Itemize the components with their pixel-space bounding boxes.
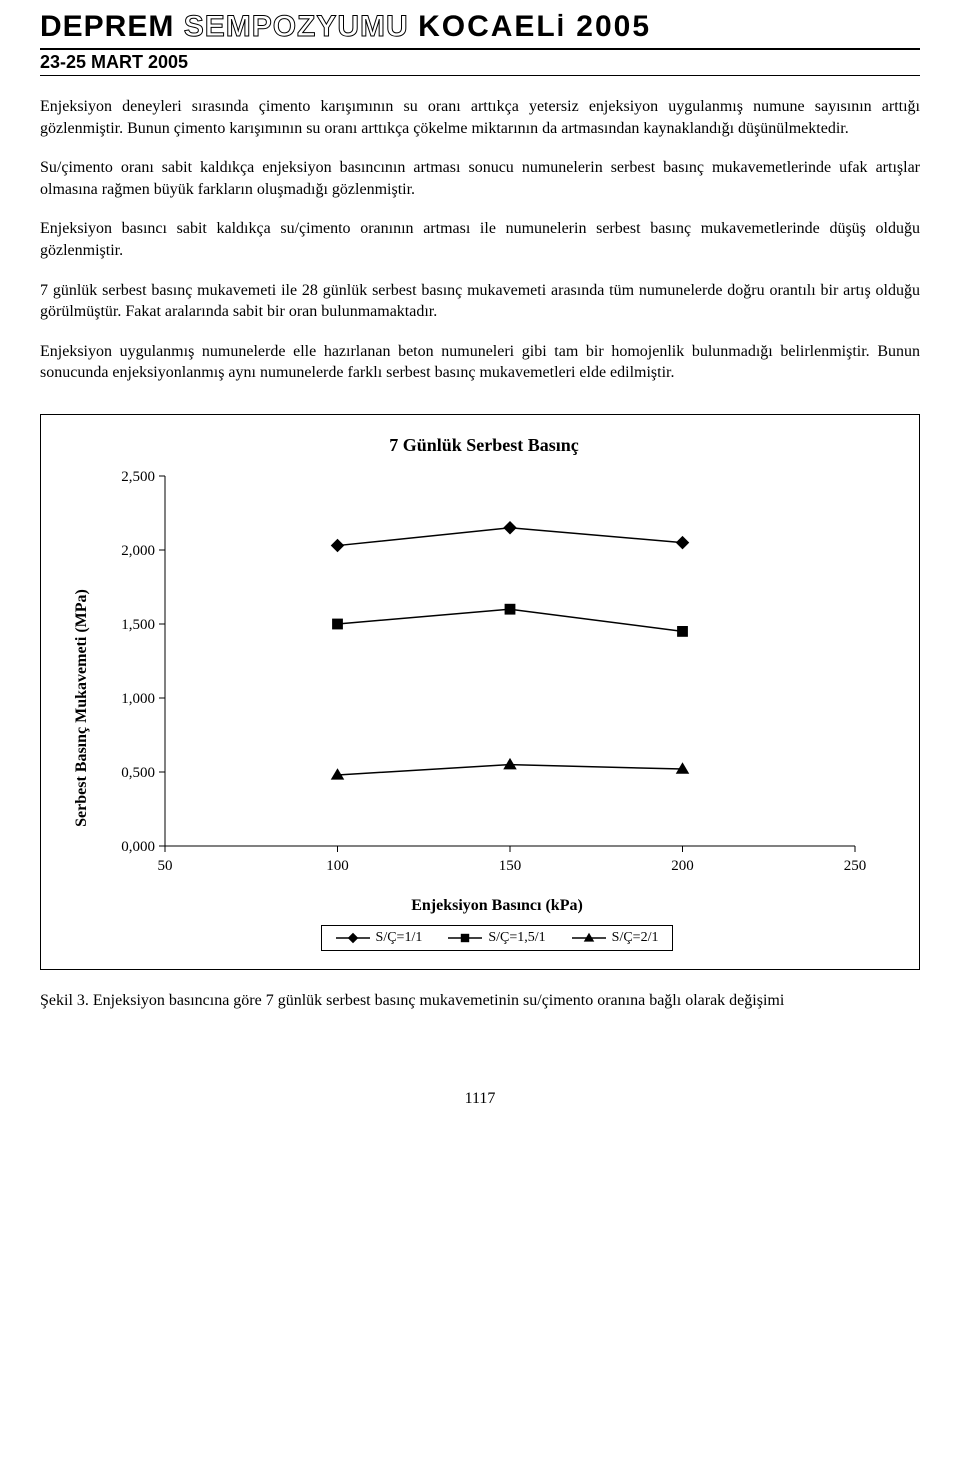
chart-legend: S/Ç=1/1 S/Ç=1,5/1 S/Ç=2/1 <box>95 925 899 951</box>
legend-item: S/Ç=2/1 <box>572 930 659 946</box>
svg-text:0,500: 0,500 <box>121 765 155 781</box>
legend-item: S/Ç=1,5/1 <box>448 930 545 946</box>
chart-xlabel: Enjeksiyon Basıncı (kPa) <box>95 897 899 915</box>
svg-text:100: 100 <box>326 858 349 874</box>
chart-title: 7 Günlük Serbest Basınç <box>69 435 899 456</box>
page: DEPREM SEMPOZYUMU KOCAELİ 2005 23-25 MAR… <box>0 0 960 1148</box>
legend-label: S/Ç=2/1 <box>612 930 659 946</box>
figure-caption: Şekil 3. Enjeksiyon basıncına göre 7 gün… <box>40 992 920 1010</box>
legend-label: S/Ç=1/1 <box>376 930 423 946</box>
paragraph: Enjeksiyon basıncı sabit kaldıkça su/çim… <box>40 218 920 261</box>
chart-svg-holder: 0,000 0,500 1,000 1,500 2,000 2,500 50 100 150 20… <box>95 466 899 951</box>
chart-svg: 0,000 0,500 1,000 1,500 2,000 2,500 50 100 150 20… <box>95 466 875 886</box>
header-rule-2 <box>40 75 920 76</box>
legend-item: S/Ç=1/1 <box>336 930 423 946</box>
svg-text:2,000: 2,000 <box>121 543 155 559</box>
page-header: DEPREM SEMPOZYUMU KOCAELİ 2005 23-25 MAR… <box>40 0 920 76</box>
header-rule-1 <box>40 48 920 50</box>
paragraph: Enjeksiyon uygulanmış numunelerde elle h… <box>40 341 920 384</box>
header-title: DEPREM SEMPOZYUMU KOCAELİ 2005 <box>40 10 920 44</box>
svg-text:0,000: 0,000 <box>121 839 155 855</box>
chart-legend-inner: S/Ç=1/1 S/Ç=1,5/1 S/Ç=2/1 <box>321 925 674 951</box>
header-subtitle: 23-25 MART 2005 <box>40 52 920 73</box>
paragraph: Enjeksiyon deneyleri sırasında çimento k… <box>40 96 920 139</box>
svg-text:150: 150 <box>499 858 522 874</box>
svg-text:50: 50 <box>158 858 173 874</box>
svg-text:250: 250 <box>844 858 867 874</box>
chart-ylabel-box: Serbest Basınç Mukavemeti (MPa) <box>69 466 95 951</box>
chart-container: 7 Günlük Serbest Basınç Serbest Basınç M… <box>40 414 920 970</box>
paragraph: 7 günlük serbest basınç mukavemeti ile 2… <box>40 280 920 323</box>
svg-text:1,000: 1,000 <box>121 691 155 707</box>
svg-text:200: 200 <box>671 858 694 874</box>
chart-area: Serbest Basınç Mukavemeti (MPa) 0,000 0,5… <box>69 466 899 951</box>
svg-text:2,500: 2,500 <box>121 469 155 485</box>
chart-ylabel: Serbest Basınç Mukavemeti (MPa) <box>73 590 91 828</box>
legend-label: S/Ç=1,5/1 <box>488 930 545 946</box>
svg-text:1,500: 1,500 <box>121 617 155 633</box>
page-number: 1117 <box>40 1090 920 1108</box>
paragraph: Su/çimento oranı sabit kaldıkça enjeksiy… <box>40 157 920 200</box>
